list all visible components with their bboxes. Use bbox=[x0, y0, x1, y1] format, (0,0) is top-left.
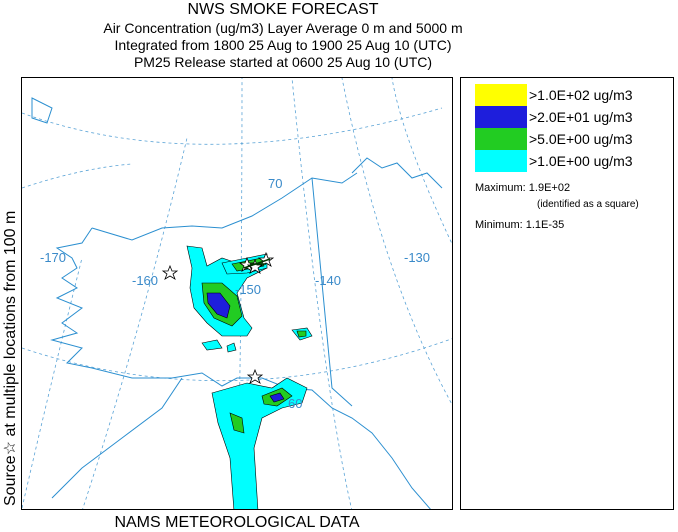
smoke-forecast-map: -170 -160 -150 -140 -130 70 60 bbox=[21, 77, 453, 510]
contour-5ug bbox=[229, 412, 245, 434]
meridian-line bbox=[291, 78, 352, 509]
meridian-line bbox=[341, 78, 452, 406]
legend-item: >1.0E+00 ug/m3 bbox=[475, 150, 675, 172]
legend-item: >5.0E+00 ug/m3 bbox=[475, 128, 675, 150]
source-star bbox=[246, 258, 264, 274]
source-star bbox=[246, 368, 264, 384]
forecast-title: NWS SMOKE FORECAST bbox=[187, 1, 379, 18]
canada-border bbox=[311, 177, 353, 407]
meridian-line bbox=[22, 257, 83, 509]
contour-1ug bbox=[226, 342, 237, 353]
meridian-line bbox=[391, 78, 452, 245]
legend-item: >1.0E+02 ug/m3 bbox=[475, 84, 675, 106]
source-star bbox=[238, 256, 256, 272]
plume-dark-streaks bbox=[243, 258, 271, 269]
source-side-label: Source☆ at multiple locations from 100 m bbox=[2, 211, 19, 506]
lon-label: -170 bbox=[40, 250, 66, 265]
smoke-plume bbox=[186, 245, 313, 509]
lon-label: -130 bbox=[404, 250, 430, 265]
contour-20ug bbox=[206, 292, 231, 319]
lat-label: 60 bbox=[288, 396, 302, 411]
contour-1ug bbox=[211, 377, 308, 509]
source-star bbox=[161, 264, 179, 280]
legend-label: >2.0E+01 ug/m3 bbox=[529, 109, 633, 125]
lat-label: 70 bbox=[268, 176, 282, 191]
legend-label: >1.0E+02 ug/m3 bbox=[529, 87, 633, 103]
maximum-label: Maximum: bbox=[475, 182, 526, 194]
legend-panel: >1.0E+02 ug/m3 >2.0E+01 ug/m3 >5.0E+00 u… bbox=[460, 77, 674, 510]
source-side-text: Source☆ at multiple locations from 100 m bbox=[2, 211, 19, 506]
islands bbox=[51, 377, 183, 499]
contour-5ug bbox=[296, 330, 307, 338]
minimum-label: Minimum: bbox=[475, 219, 523, 231]
maximum-value: 1.9E+02 bbox=[528, 182, 571, 194]
concentration-subtitle: Air Concentration (ug/m3) Layer Average … bbox=[103, 20, 463, 36]
meteorological-data-footer: NAMS METEOROLOGICAL DATA bbox=[114, 514, 360, 531]
legend-swatch bbox=[475, 128, 527, 150]
latitude-line-70 bbox=[22, 107, 443, 145]
canadian-arctic bbox=[351, 157, 443, 189]
release-info: PM25 Release started at 0600 25 Aug 10 (… bbox=[133, 54, 433, 70]
lon-label: -150 bbox=[235, 282, 261, 297]
contour-1ug bbox=[201, 339, 223, 351]
legend-label: >1.0E+00 ug/m3 bbox=[529, 153, 633, 169]
minimum-value: 1.1E-35 bbox=[525, 219, 565, 231]
lon-label: -160 bbox=[132, 273, 158, 288]
contour-20ug bbox=[269, 392, 285, 403]
maximum-note: (identified as a square) bbox=[537, 199, 639, 210]
legend-swatch bbox=[475, 84, 527, 106]
source-markers bbox=[161, 251, 275, 384]
meridian-line bbox=[22, 163, 133, 189]
integration-period: Integrated from 1800 25 Aug to 1900 25 A… bbox=[114, 37, 452, 53]
source-star bbox=[257, 251, 275, 267]
meridian-line bbox=[82, 137, 188, 509]
maximum-stat: Maximum: 1.9E+02 bbox=[475, 182, 570, 195]
minimum-stat: Minimum: 1.1E-35 bbox=[475, 219, 564, 232]
alaska-north-coast bbox=[91, 172, 358, 241]
latitude-line-60 bbox=[22, 338, 452, 382]
legend-swatch bbox=[475, 150, 527, 172]
alaska-west-coast bbox=[50, 227, 93, 369]
legend-swatch bbox=[475, 106, 527, 128]
legend-item: >2.0E+01 ug/m3 bbox=[475, 106, 675, 128]
legend-label: >5.0E+00 ug/m3 bbox=[529, 131, 633, 147]
lon-label: -140 bbox=[315, 273, 341, 288]
islands bbox=[31, 97, 53, 124]
